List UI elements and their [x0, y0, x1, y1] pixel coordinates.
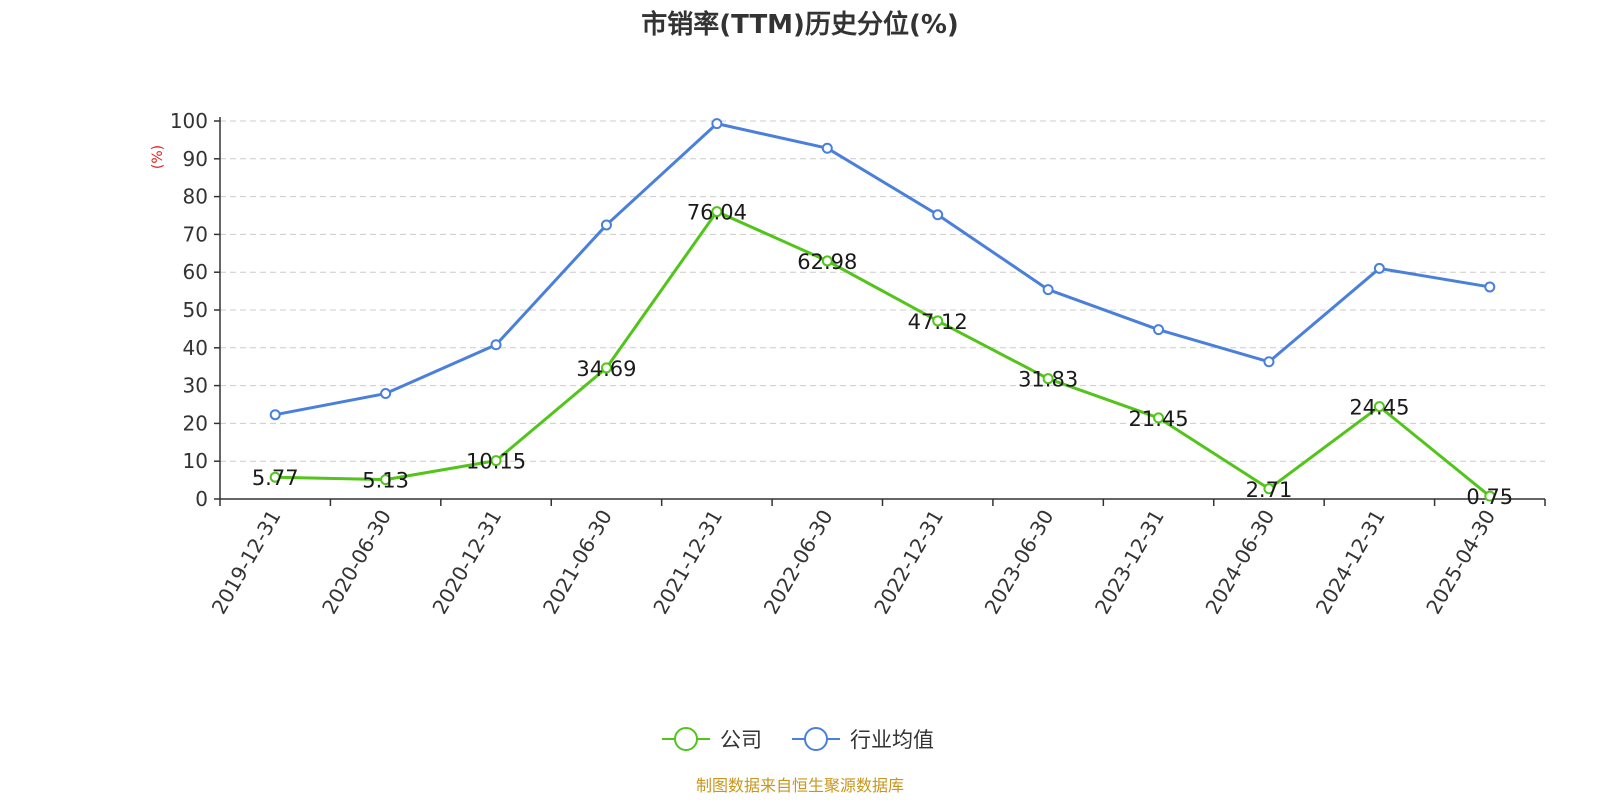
data-point — [490, 339, 502, 351]
data-point — [600, 219, 612, 231]
legend-label: 公司 — [720, 728, 762, 752]
data-point — [1042, 284, 1054, 296]
data-labels: 5.77 5.13 10.15 34.69 76.04 62.98 47.12 31.83 21… — [252, 201, 1513, 510]
legend-item[interactable]: 行业均值 — [792, 727, 934, 752]
data-label: 2.71 — [1246, 478, 1293, 502]
y-tick-label: 90 — [183, 147, 208, 171]
x-tick-label: 2020-06-30 — [317, 506, 396, 619]
chart-title: 市销率(TTM)历史分位(%) — [641, 9, 959, 40]
y-tick-label: 100 — [170, 109, 208, 133]
data-point — [821, 142, 833, 154]
data-point — [380, 388, 392, 400]
y-tick-label: 70 — [183, 222, 208, 246]
data-point — [269, 409, 281, 421]
legend-marker — [804, 727, 828, 751]
x-tick-label: 2025-04-30 — [1421, 506, 1500, 619]
series-line — [274, 122, 1491, 417]
y-tick-label: 30 — [183, 374, 208, 398]
data-point — [821, 255, 833, 267]
series-line — [275, 210, 1491, 498]
data-point — [380, 474, 392, 486]
x-tick-label: 2021-06-30 — [538, 506, 617, 619]
data-point — [1153, 324, 1165, 336]
y-tick-label: 10 — [183, 449, 208, 473]
x-tick-label: 2023-06-30 — [980, 506, 1059, 619]
data-label: 24.45 — [1349, 396, 1409, 420]
y-tick-label: 80 — [183, 185, 208, 209]
data-point — [711, 118, 723, 130]
data-point — [1373, 262, 1385, 274]
legend-item[interactable]: 公司 — [662, 727, 762, 752]
data-label: 21.45 — [1128, 407, 1188, 431]
x-tick-label: 2023-12-31 — [1090, 506, 1169, 619]
x-tick-label: 2020-12-31 — [427, 505, 506, 618]
data-point — [1484, 490, 1496, 502]
data-point — [269, 471, 281, 483]
x-tick-label: 2021-12-31 — [648, 506, 727, 619]
data-point — [711, 206, 723, 218]
data-label: 31.83 — [1018, 368, 1078, 392]
source-note: 制图数据来自恒生聚源数据库 — [696, 776, 904, 795]
series-layer — [269, 118, 1496, 502]
x-tick-label: 2022-06-30 — [759, 506, 838, 619]
data-label: 76.04 — [687, 201, 747, 225]
data-label: 47.12 — [908, 310, 968, 334]
data-point — [1042, 373, 1054, 385]
x-tick-label: 2019-12-31 — [207, 506, 286, 619]
y-tick-label: 60 — [183, 260, 208, 284]
grid — [220, 120, 1545, 462]
data-point — [1263, 356, 1275, 368]
data-point — [932, 209, 944, 221]
y-tick-label: 50 — [183, 298, 208, 322]
x-ticks: 2019-12-31 2020-06-30 2020-12-31 2021-06-30… — [207, 505, 1500, 618]
data-label: 10.15 — [466, 450, 526, 474]
data-point — [1263, 483, 1275, 495]
axes — [219, 117, 1546, 506]
y-ticks: 0 10 20 30 40 50 60 70 80 90 100 — [170, 109, 220, 511]
data-point — [600, 362, 612, 374]
data-point — [490, 455, 502, 467]
data-label: 34.69 — [576, 357, 636, 381]
y-tick-label: 0 — [195, 487, 208, 511]
data-label: 5.77 — [252, 466, 299, 490]
data-point — [1373, 401, 1385, 413]
legend-label: 行业均值 — [850, 728, 934, 752]
x-tick-label: 2024-12-31 — [1311, 506, 1390, 619]
data-label: 62.98 — [797, 250, 857, 274]
data-point — [932, 315, 944, 327]
x-tick-label: 2022-12-31 — [869, 505, 948, 618]
data-point — [1484, 281, 1496, 293]
data-label: 5.13 — [362, 469, 409, 493]
x-tick-label: 2024-06-30 — [1200, 506, 1279, 619]
data-point — [1153, 412, 1165, 424]
legend-marker — [674, 727, 698, 751]
y-axis-label: (%) — [150, 145, 166, 169]
y-tick-label: 40 — [183, 336, 208, 360]
data-label: 0.75 — [1466, 485, 1513, 509]
legend[interactable]: 公司 行业均值 — [662, 727, 934, 752]
y-tick-label: 20 — [183, 411, 208, 435]
